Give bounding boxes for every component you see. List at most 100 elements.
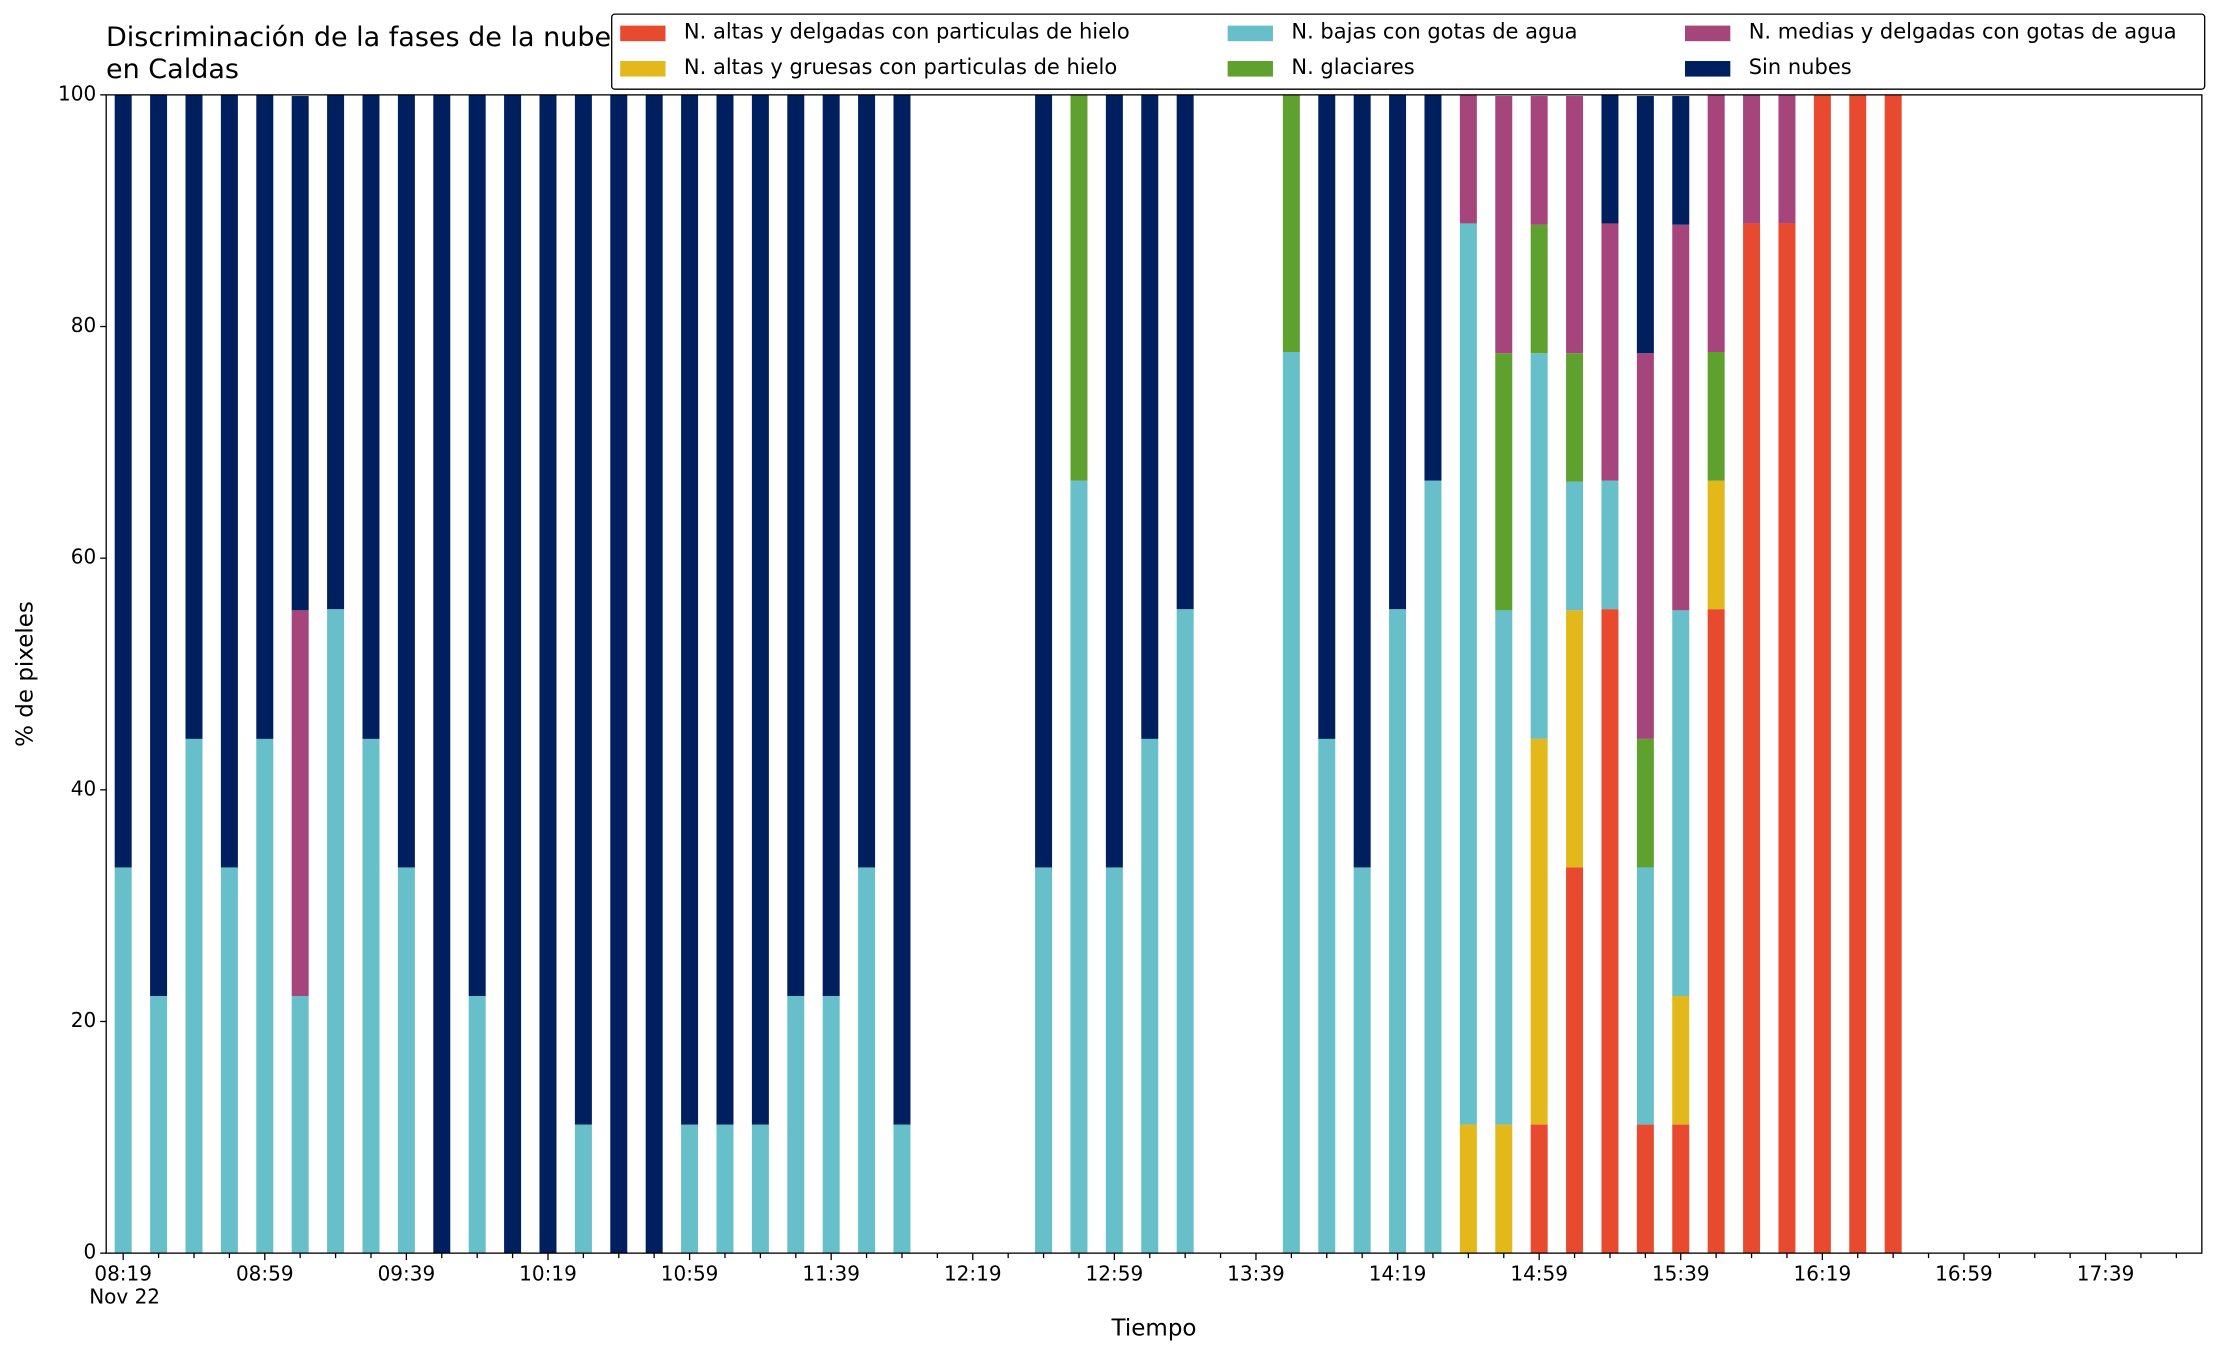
x-tick-label: 16:19 [1794, 1262, 1852, 1286]
bar-segment [1601, 94, 1619, 224]
x-tick-label: 14:59 [1510, 1262, 1568, 1286]
bar-segment [1707, 609, 1725, 1254]
bar-segment [574, 94, 592, 1125]
bar-segment [1707, 352, 1725, 481]
x-tick-label: 14:19 [1369, 1262, 1427, 1286]
bar-segment [1389, 94, 1407, 610]
bar-segment [1035, 94, 1053, 868]
x-tick-label: 08:59 [236, 1262, 294, 1286]
legend-label: N. bajas con gotas de agua [1291, 20, 1577, 44]
bar-segment [114, 94, 132, 868]
bar-segment [1743, 94, 1761, 224]
legend-label: N. altas y delgadas con particulas de hi… [684, 20, 1130, 44]
bar-segment [787, 996, 805, 1254]
bar-segment [716, 94, 734, 1125]
bar-segment [1105, 94, 1123, 868]
bar-segment [291, 996, 309, 1254]
legend-swatch [1685, 61, 1731, 77]
legend-swatch [1227, 61, 1273, 77]
bar-segment [256, 738, 274, 1254]
bar-segment [362, 94, 380, 739]
bar-segment [397, 867, 415, 1254]
x-tick-label: 15:39 [1652, 1262, 1710, 1286]
bar-segment [1282, 94, 1300, 353]
bar-segment [1530, 738, 1548, 1125]
bar-segment [1530, 96, 1548, 225]
bar-segment [1566, 610, 1584, 868]
bar-segment [1035, 867, 1053, 1254]
bar-segment [1530, 353, 1548, 739]
bar-segment [1495, 610, 1513, 1125]
bar-segment [645, 94, 663, 1254]
bar-segment [1176, 94, 1194, 610]
bar-segment [822, 996, 840, 1254]
bar-segment [1636, 353, 1654, 739]
bar-segment [1601, 223, 1619, 481]
legend-swatch [1227, 25, 1273, 42]
bar-segment [1601, 609, 1619, 1254]
x-tick-label: 13:39 [1227, 1262, 1285, 1286]
bar-segment [1495, 353, 1513, 611]
x-tick-label: 10:19 [519, 1262, 577, 1286]
bar-segment [327, 94, 345, 610]
bar-segment [1459, 1124, 1477, 1254]
x-tick-label: 11:39 [802, 1262, 860, 1286]
bar-segment [114, 867, 132, 1254]
bar-segment [1176, 609, 1194, 1254]
y-tick-label: 80 [71, 313, 96, 337]
bar-segment [1495, 96, 1513, 354]
bar-segment [1141, 738, 1159, 1254]
legend-label: N. glaciares [1291, 55, 1414, 79]
legend-swatch [1685, 25, 1731, 42]
legend-box [611, 13, 2206, 90]
bar-segment [291, 96, 309, 611]
bar-segment [1389, 609, 1407, 1254]
bar-segment [1530, 1124, 1548, 1254]
bar-segment [751, 1124, 769, 1254]
legend-label: Sin nubes [1749, 55, 1852, 79]
bar-segment [185, 738, 203, 1254]
bar-segment [1672, 224, 1690, 611]
bar-segment [1636, 1124, 1654, 1254]
x-tick-label: 12:19 [944, 1262, 1002, 1286]
bar-segment [504, 94, 522, 1254]
y-tick-label: 40 [71, 776, 96, 800]
bar-segment [468, 94, 486, 997]
bar-segment [893, 1124, 911, 1254]
bar-segment [1707, 94, 1725, 353]
bar-segment [610, 94, 628, 1254]
bar-segment [822, 94, 840, 997]
x-axis-label: Tiempo [1111, 1316, 1197, 1342]
bar-segment [751, 94, 769, 1125]
bar-segment [1459, 223, 1477, 1125]
plot-frame [105, 94, 2203, 1254]
bar-segment [1778, 94, 1796, 224]
bar-segment [1672, 996, 1690, 1125]
bar-segment [1424, 94, 1442, 481]
bar-segment [220, 94, 238, 868]
bar-segment [1353, 94, 1371, 868]
bar-segment [787, 94, 805, 997]
x-tick-label: 17:39 [2077, 1262, 2135, 1286]
bar-segment [1070, 94, 1088, 481]
bar-segment [1672, 1124, 1690, 1254]
bar-segment [1778, 223, 1796, 1254]
bar-segment [1707, 480, 1725, 610]
legend-label: N. altas y gruesas con particulas de hie… [684, 55, 1117, 79]
bar-segment [1495, 1124, 1513, 1254]
bar-segment [716, 1124, 734, 1254]
bar-segment [1105, 867, 1123, 1254]
legend-label: N. medias y delgadas con gotas de agua [1749, 20, 2177, 44]
bar-segment [858, 867, 876, 1254]
legend-swatch [620, 25, 666, 42]
bar-segment [1566, 481, 1584, 611]
x-tick-label: 09:39 [378, 1262, 436, 1286]
bar-segment [1424, 480, 1442, 1254]
bar-segment [150, 996, 168, 1254]
bar-segment [1566, 867, 1584, 1254]
bar-segment [1070, 480, 1088, 1254]
bar-segment [539, 94, 557, 1254]
bar-segment [1636, 867, 1654, 1125]
bar-segment [362, 738, 380, 1254]
bar-segment [681, 94, 699, 1125]
